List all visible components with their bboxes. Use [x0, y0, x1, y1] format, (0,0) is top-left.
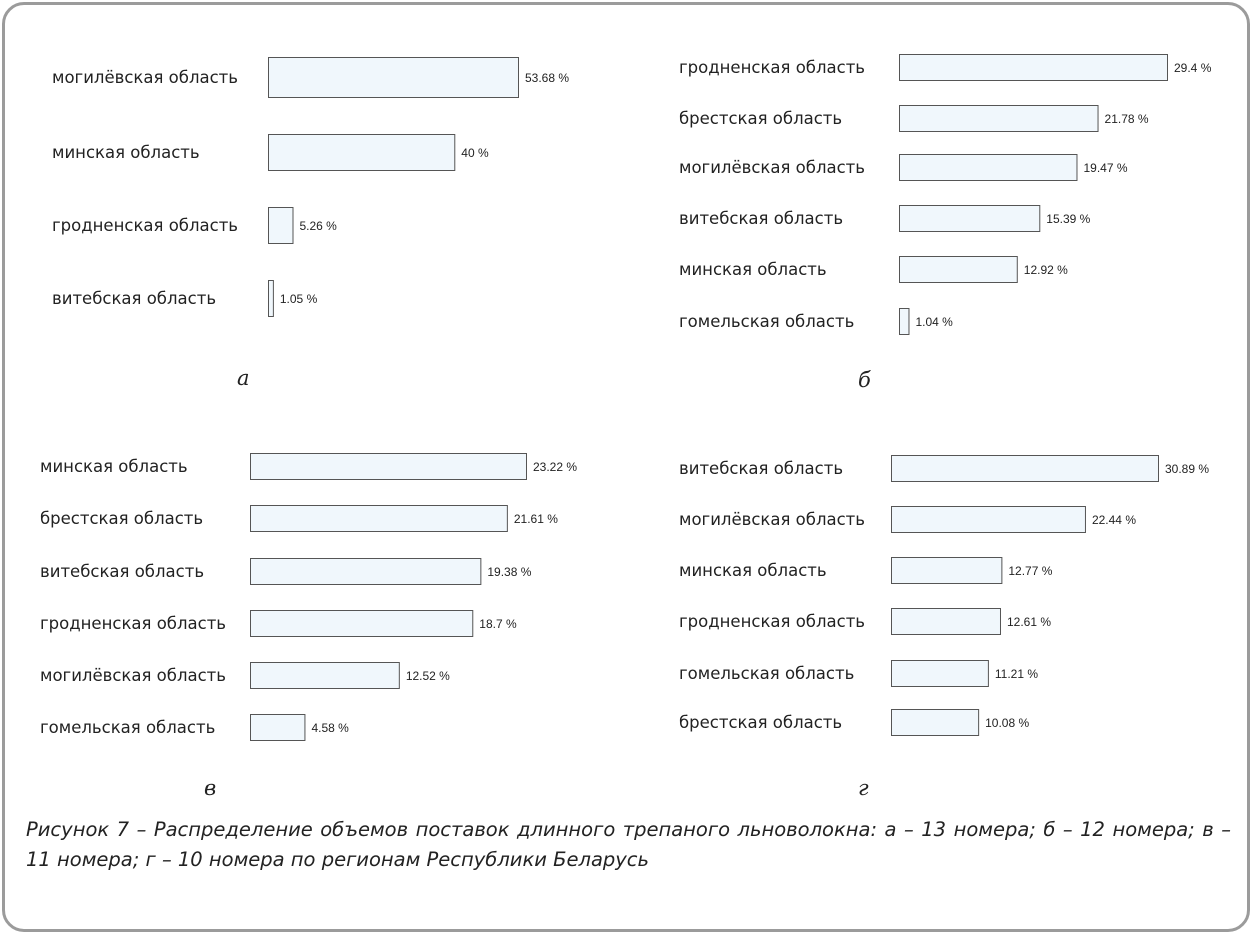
value-label: 40 % [461, 146, 489, 160]
panel-letter: б [858, 368, 871, 392]
value-label: 4.58 % [311, 721, 349, 735]
panel-letter: г [858, 776, 869, 800]
category-label: могилёвская область [52, 68, 238, 87]
bar [268, 207, 294, 244]
panel-letter: а [237, 366, 250, 390]
value-label: 19.38 % [487, 565, 531, 579]
value-label: 30.89 % [1165, 462, 1209, 476]
category-label: гомельская область [40, 718, 215, 737]
value-label: 23.22 % [533, 460, 577, 474]
value-label: 1.04 % [915, 315, 953, 329]
value-label: 21.78 % [1105, 112, 1149, 126]
bar [891, 455, 1159, 482]
value-label: 12.61 % [1007, 615, 1051, 629]
bar [250, 558, 482, 585]
value-label: 1.05 % [280, 292, 318, 306]
bar [250, 610, 474, 637]
bar [268, 280, 274, 317]
bar [891, 709, 980, 736]
category-label: брестская область [679, 109, 842, 128]
bar [250, 714, 306, 741]
bar [899, 154, 1078, 181]
category-label: минская область [40, 457, 188, 476]
value-label: 21.61 % [514, 512, 558, 526]
category-label: минская область [679, 260, 827, 279]
panel-letter: в [204, 776, 216, 800]
category-label: гродненская область [679, 612, 865, 631]
value-label: 18.7 % [479, 617, 517, 631]
bar [250, 505, 508, 532]
value-label: 29.4 % [1174, 61, 1212, 75]
bar [899, 105, 1099, 132]
bar [250, 453, 527, 480]
bar [899, 256, 1018, 283]
value-label: 53.68 % [525, 71, 569, 85]
value-label: 12.92 % [1024, 263, 1068, 277]
category-label: минская область [52, 143, 200, 162]
value-label: 11.21 % [995, 667, 1038, 681]
value-label: 5.26 % [299, 219, 337, 233]
figure-caption: Рисунок 7 – Распределение объемов постав… [26, 818, 1231, 871]
category-label: гродненская область [679, 58, 865, 77]
category-label: брестская область [40, 509, 203, 528]
value-label: 12.52 % [406, 669, 450, 683]
category-label: витебская область [40, 562, 204, 581]
category-label: витебская область [679, 459, 843, 478]
bar [891, 557, 1003, 584]
category-label: витебская область [679, 209, 843, 228]
bar [899, 54, 1168, 81]
bar [899, 308, 910, 335]
value-label: 12.77 % [1008, 564, 1052, 578]
category-label: гомельская область [679, 664, 854, 683]
value-label: 10.08 % [985, 716, 1029, 730]
category-label: могилёвская область [679, 158, 865, 177]
value-label: 22.44 % [1092, 513, 1136, 527]
category-label: минская область [679, 561, 827, 580]
bar [268, 57, 519, 98]
category-label: брестская область [679, 713, 842, 732]
category-label: витебская область [52, 289, 216, 308]
bar [250, 662, 400, 689]
bar [268, 134, 456, 171]
value-label: 19.47 % [1083, 161, 1127, 175]
bar [891, 608, 1001, 635]
category-label: гомельская область [679, 312, 854, 331]
category-label: гродненская область [52, 216, 238, 235]
bar [899, 205, 1041, 232]
category-label: гродненская область [40, 614, 226, 633]
category-label: могилёвская область [679, 510, 865, 529]
bar [891, 660, 989, 687]
category-label: могилёвская область [40, 666, 226, 685]
value-label: 15.39 % [1046, 212, 1090, 226]
bar [891, 506, 1086, 533]
